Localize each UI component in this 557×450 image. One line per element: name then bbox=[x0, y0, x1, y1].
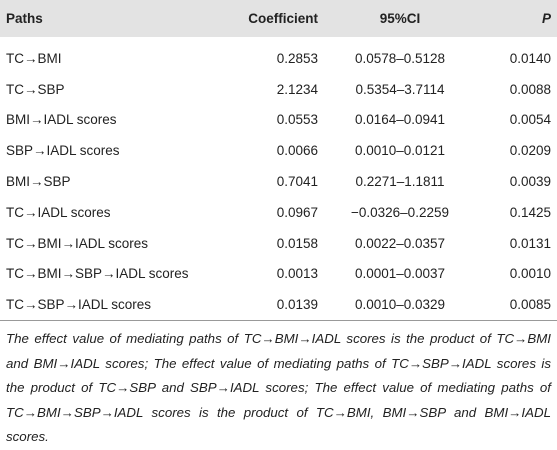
table-cell: 0.2853 bbox=[276, 50, 318, 66]
table-cell: 0.7041 bbox=[276, 174, 318, 190]
table-row: TC→SBP→IADL scores 0.0139 0.0010–0.0329 0.0… bbox=[0, 289, 557, 322]
table-cell: BMI→IADL scores bbox=[6, 112, 117, 128]
table-row: TC→BMI→SBP→IADL scores 0.0013 0.0001–0.003… bbox=[0, 259, 557, 290]
table-cell: 0.0158 bbox=[276, 235, 318, 251]
table-cell: 0.0209 bbox=[509, 143, 551, 159]
header-cell: Coefficient bbox=[248, 11, 318, 26]
table-cell: 2.1234 bbox=[276, 81, 318, 97]
table-cell: 0.0039 bbox=[509, 174, 551, 190]
table-cell: 0.0967 bbox=[276, 204, 318, 220]
table-cell: 0.0066 bbox=[276, 143, 318, 159]
table-body: TC→BMI 0.2853 0.0578–0.5128 0.0140 TC→SBP 2.1… bbox=[0, 37, 557, 322]
table-row: TC→BMI 0.2853 0.0578–0.5128 0.0140 bbox=[0, 37, 557, 74]
table-cell: 0.0001–0.0037 bbox=[354, 266, 446, 282]
table-row: BMI→SBP 0.7041 0.2271–1.1811 0.0039 bbox=[0, 166, 557, 197]
table-cell: 0.0088 bbox=[509, 81, 551, 97]
table-cell: −0.0326–0.2259 bbox=[351, 204, 449, 220]
table-cell: 0.0010–0.0329 bbox=[324, 289, 476, 322]
table-cell: 0.0010–0.0121 bbox=[354, 143, 446, 159]
table-row: TC→BMI→IADL scores 0.0158 0.0022–0.0357 0.0… bbox=[0, 228, 557, 259]
table-cell: 0.0139 bbox=[202, 289, 324, 322]
table-cell: TC→IADL scores bbox=[6, 204, 111, 220]
header-row: Paths Coefficient 95%CI P bbox=[0, 0, 557, 37]
table-cell: 0.0013 bbox=[276, 266, 318, 282]
table-cell: SBP→IADL scores bbox=[6, 143, 120, 159]
table-cell: 0.0054 bbox=[509, 112, 551, 128]
footnote: The effect value of mediating paths of T… bbox=[6, 331, 551, 445]
table-cell: TC→BMI→IADL scores bbox=[6, 235, 149, 251]
header-cell: 95%CI bbox=[379, 11, 421, 26]
data-table: Paths Coefficient 95%CI P TC→BMI 0.2853 0.057… bbox=[0, 0, 557, 322]
table-cell: 0.0131 bbox=[509, 235, 551, 251]
table-cell: 0.5354–3.7114 bbox=[355, 81, 445, 97]
table-cell: 0.0553 bbox=[276, 112, 318, 128]
header-cell: P bbox=[541, 11, 551, 26]
table-cell: TC→BMI bbox=[6, 50, 62, 66]
table-cell: 0.2271–1.1811 bbox=[355, 174, 445, 190]
table-cell: TC→BMI→SBP→IADL scores bbox=[6, 266, 189, 282]
table-cell: BMI→SBP bbox=[6, 174, 71, 190]
table-row: TC→SBP 2.1234 0.5354–3.7114 0.0088 bbox=[0, 74, 557, 105]
table-row: SBP→IADL scores 0.0066 0.0010–0.0121 0.0209 bbox=[0, 135, 557, 166]
table-row: TC→IADL scores 0.0967 −0.0326–0.2259 0.1425 bbox=[0, 197, 557, 228]
table-cell: TC→SBP bbox=[6, 81, 65, 97]
table-cell: 0.0022–0.0357 bbox=[354, 235, 446, 251]
table-cell: 0.0085 bbox=[476, 289, 557, 322]
table-cell: 0.0578–0.5128 bbox=[354, 50, 446, 66]
header-cell: Paths bbox=[6, 11, 43, 26]
table-cell: 0.0164–0.0941 bbox=[354, 112, 446, 128]
table-cell: 0.0140 bbox=[509, 50, 551, 66]
table-cell: TC→SBP→IADL scores bbox=[0, 289, 202, 322]
table-row: BMI→IADL scores 0.0553 0.0164–0.0941 0.0054 bbox=[0, 105, 557, 136]
table-cell: 0.0010 bbox=[509, 266, 551, 282]
table-cell: 0.1425 bbox=[509, 204, 551, 220]
